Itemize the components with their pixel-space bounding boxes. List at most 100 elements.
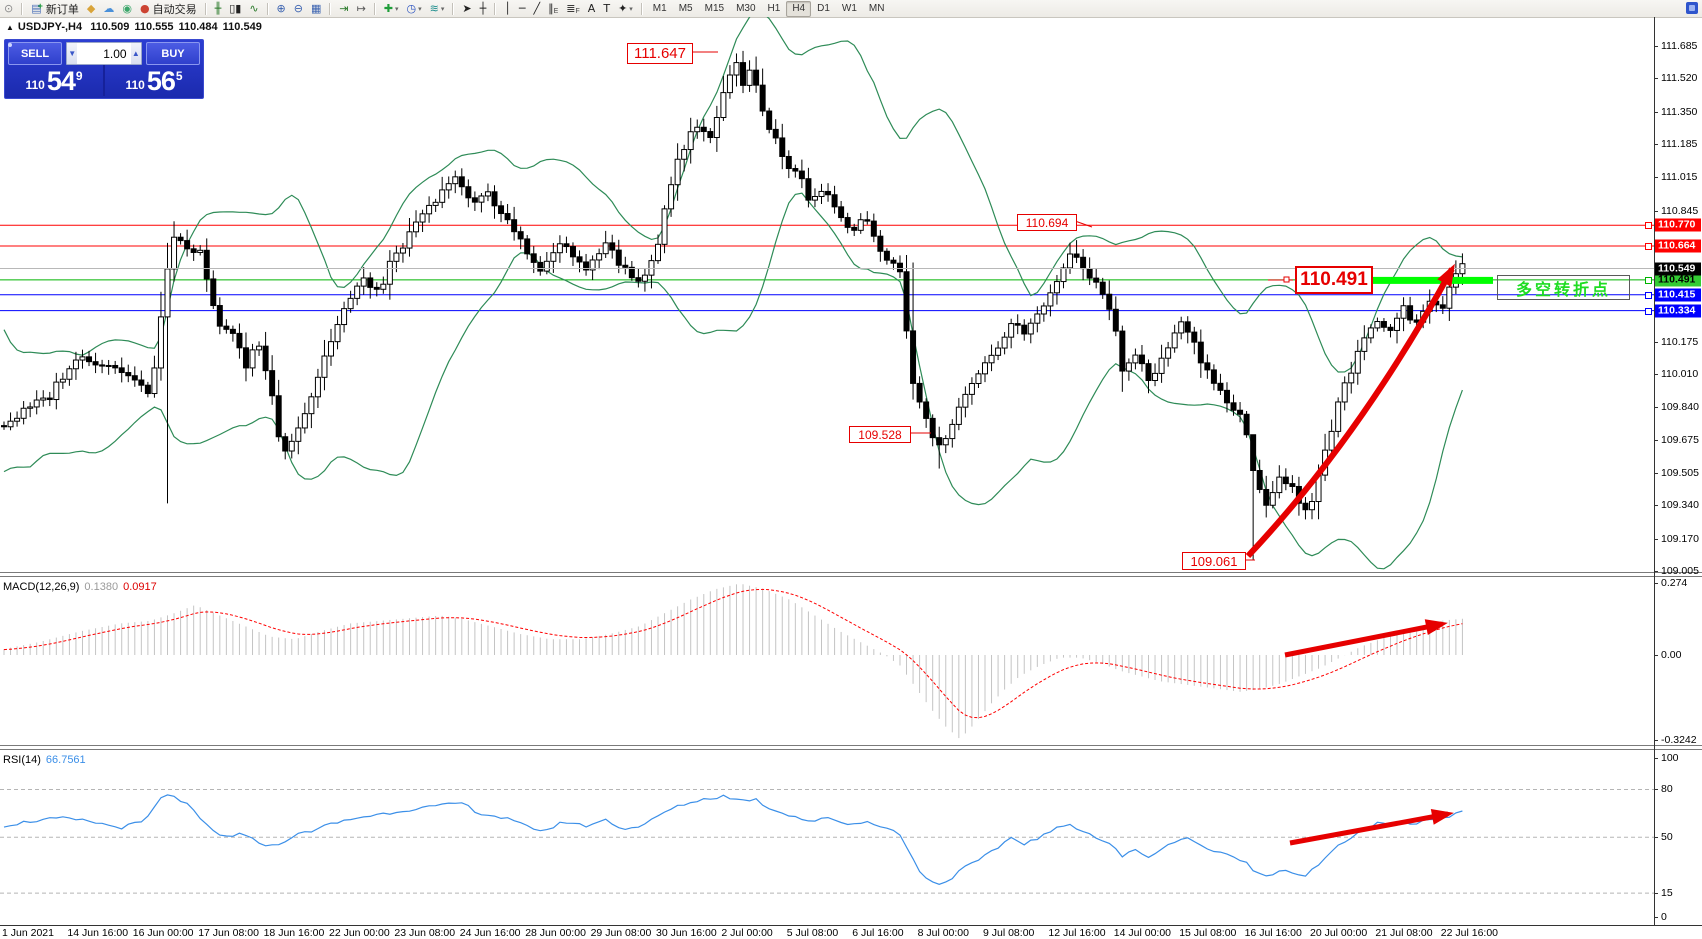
annotation-price-110491[interactable]: 110.491: [1295, 266, 1373, 294]
eraser-icon[interactable]: ◆: [86, 2, 96, 15]
signals-icon[interactable]: ◉: [122, 2, 132, 15]
auto-scroll-icon[interactable]: ↦: [356, 2, 366, 15]
timeframe-button-w1[interactable]: W1: [841, 3, 857, 14]
collapse-triangle-icon[interactable]: ▲: [6, 23, 14, 32]
timeframe-button-h4[interactable]: H4: [786, 0, 812, 17]
volume-decrease-button[interactable]: ▼: [67, 43, 78, 64]
level-handle[interactable]: [1645, 222, 1652, 230]
trend-arrow-rsi[interactable]: [1289, 809, 1454, 846]
text-label-tool[interactable]: T: [603, 2, 611, 15]
timeframe-button-m5[interactable]: M5: [678, 3, 693, 14]
candle-body: [550, 252, 557, 262]
time-tick-label: 30 Jun 16:00: [656, 927, 717, 939]
annotation-price-109061[interactable]: 109.061: [1182, 552, 1246, 570]
vertical-line-tool[interactable]: │: [504, 2, 511, 15]
macd-panel[interactable]: [0, 577, 1654, 749]
sell-button[interactable]: SELL: [8, 42, 62, 65]
annotation-price-111647[interactable]: 111.647: [627, 43, 693, 64]
autotrading-button[interactable]: ● 自动交易: [139, 2, 197, 16]
candle-body: [1289, 483, 1296, 487]
crosshair-tool[interactable]: ┼: [479, 2, 487, 15]
trend-arrow-main[interactable]: [1245, 263, 1455, 559]
chevron-down-icon: ▾: [440, 5, 445, 13]
template-button[interactable]: ≋ ▾: [429, 2, 445, 15]
candle-body: [275, 395, 282, 438]
level-handle[interactable]: [1645, 307, 1652, 315]
candle-body: [726, 74, 733, 94]
period-clock-button[interactable]: ◷ ▾: [406, 2, 422, 15]
panel-separator[interactable]: [0, 572, 1702, 577]
timeframe-button-h1[interactable]: H1: [767, 3, 781, 14]
candle-body: [687, 131, 694, 151]
panel-separator[interactable]: [0, 745, 1702, 750]
candle-body: [910, 330, 917, 384]
highlight-bar[interactable]: [1370, 276, 1493, 284]
search-icon[interactable]: ⊙: [4, 2, 14, 15]
candle-body: [184, 240, 191, 250]
candle-body: [589, 259, 596, 271]
rsi-scale-label: 100: [1661, 751, 1679, 764]
main-chart[interactable]: [0, 17, 1654, 575]
candle-body: [648, 260, 655, 276]
candle-body: [1138, 354, 1145, 365]
candle-body: [380, 283, 387, 290]
rsi-line: [3, 794, 1463, 885]
candle-body: [746, 69, 753, 86]
ohlc-low: 110.484: [178, 21, 218, 33]
annotation-price-109528[interactable]: 109.528: [849, 426, 911, 443]
annotation-pivot-note[interactable]: 多空转折点: [1497, 275, 1630, 300]
candle-body: [1341, 382, 1348, 403]
candle-body: [164, 268, 171, 318]
publish-chart-icon[interactable]: ☁: [103, 2, 115, 15]
candle-body: [864, 219, 871, 222]
candle-body: [1407, 305, 1414, 321]
axis-tick: [1654, 740, 1658, 742]
buy-button[interactable]: BUY: [146, 42, 200, 65]
candle-body: [445, 183, 452, 191]
candle-body: [733, 62, 740, 76]
toolbar-extra-icon[interactable]: [1686, 2, 1698, 14]
timeframe-button-m30[interactable]: M30: [736, 3, 756, 14]
chart-shift-icon[interactable]: ⇥: [339, 2, 349, 15]
buy-price-main: 56: [146, 66, 176, 96]
candlestick-chart-icon[interactable]: ▯▮: [229, 2, 242, 15]
annotation-price-110694[interactable]: 110.694: [1017, 214, 1077, 231]
timeframe-button-mn[interactable]: MN: [868, 3, 885, 14]
buy-price-display[interactable]: 110 56 5: [105, 65, 203, 96]
rsi-panel[interactable]: [0, 750, 1654, 926]
zoom-in-icon[interactable]: ⊕: [276, 2, 286, 15]
price-axis[interactable]: 111.685 111.520 111.350 111.185 111.015 110.8…: [1645, 17, 1702, 925]
text-tool[interactable]: A: [587, 2, 596, 15]
arrows-tool[interactable]: ✦ ▾: [618, 2, 633, 15]
timeframe-button-m15[interactable]: M15: [704, 3, 725, 14]
horizontal-line-tool[interactable]: ─: [518, 2, 526, 15]
line-chart-icon[interactable]: ∿: [249, 2, 259, 15]
price-axis-line: [1654, 17, 1655, 925]
channel-tool[interactable]: ∥ E: [548, 2, 559, 15]
level-handle[interactable]: [1645, 243, 1652, 250]
volume-input[interactable]: [77, 43, 131, 64]
axis-tick: [1654, 789, 1658, 791]
bar-chart-icon[interactable]: ╫: [214, 2, 222, 15]
time-axis[interactable]: 1 Jun 2021 14 Jun 16:00 16 Jun 00:00 17 Jun…: [0, 927, 1702, 939]
zoom-out-icon[interactable]: ⊖: [293, 2, 303, 15]
add-indicator-button[interactable]: ✚ ▾: [383, 2, 399, 15]
volume-increase-button[interactable]: ▲: [130, 43, 141, 64]
candle-body: [1001, 336, 1008, 349]
trend-arrow-macd[interactable]: [1284, 619, 1448, 658]
timeframe-button-m1[interactable]: M1: [652, 3, 667, 14]
trendline-tool[interactable]: ╱: [533, 2, 541, 15]
candle-body: [609, 242, 616, 251]
tile-windows-icon[interactable]: ▦: [310, 2, 322, 15]
level-handle[interactable]: [1645, 276, 1652, 284]
candle-body: [1348, 372, 1355, 384]
candle-body: [216, 305, 223, 327]
candle-body: [177, 236, 184, 242]
candle-body: [367, 277, 374, 288]
sell-price-display[interactable]: 110 54 9: [5, 65, 103, 96]
new-order-button[interactable]: ▤ + 新订单: [31, 0, 79, 16]
cursor-tool[interactable]: ➤: [462, 2, 472, 15]
timeframe-button-d1[interactable]: D1: [817, 3, 830, 14]
level-handle[interactable]: [1645, 291, 1652, 299]
fibonacci-tool[interactable]: ≣ F: [566, 2, 580, 15]
